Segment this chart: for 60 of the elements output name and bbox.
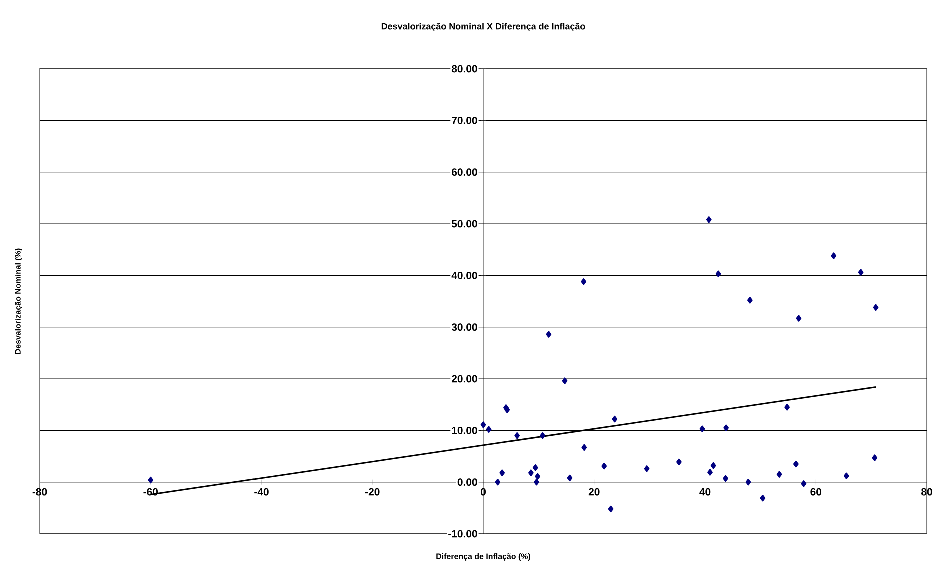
point [602,462,608,470]
point [801,480,807,488]
point [784,404,790,411]
y-tick-label: 60.00 [452,168,478,176]
point [844,472,850,480]
point [486,426,492,433]
point [873,304,879,312]
point [760,495,766,502]
point [534,478,540,486]
y-tick-label: 50.00 [452,220,478,228]
point [706,216,712,224]
point [480,422,486,428]
point [723,475,728,482]
point [724,424,730,432]
point [528,470,534,476]
point [747,297,753,304]
point [612,416,618,423]
point [495,478,501,486]
x-tick-label: 60 [810,488,822,496]
point [562,378,568,384]
point [872,454,878,462]
x-tick-label: -80 [32,488,48,496]
x-tick-label: 0 [481,488,486,496]
point [708,469,713,476]
point [582,444,588,452]
point [746,478,752,486]
point [796,315,802,322]
point [644,466,650,472]
point [716,270,722,278]
point [608,506,614,513]
y-tick-label: 0.00 [458,478,478,486]
y-tick-label: 80.00 [452,65,478,73]
point [546,331,552,338]
y-tick-label: 30.00 [452,324,478,332]
point [567,474,573,482]
y-tick-label: 10.00 [452,426,478,434]
point [514,432,520,440]
point [858,269,864,276]
point [581,278,587,286]
point [540,432,546,440]
y-tick-label: 40.00 [452,272,478,280]
point [710,462,716,470]
x-tick-label: -40 [254,488,269,496]
point [500,470,506,476]
point [532,464,538,472]
x-tick-label: 80 [922,488,932,496]
y-tick-label: 20.00 [452,375,478,383]
y-tick-label: 70.00 [452,116,478,124]
point [776,471,782,478]
x-tick-label: -20 [365,488,380,496]
point [535,473,541,480]
y-tick-label: -10.00 [448,530,478,538]
x-tick-label: 40 [700,488,711,496]
point [148,476,154,484]
point [793,460,799,468]
chart-title: Desvalorização Nominal X Diferença de Inflação [382,23,586,32]
point [831,252,837,260]
x-tick-label: 20 [588,488,600,496]
point [676,458,682,466]
point [700,426,706,432]
